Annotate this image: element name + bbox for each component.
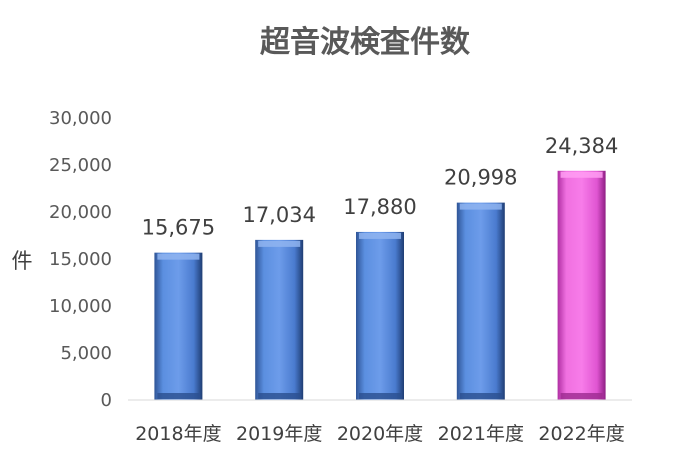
- bar-bevel-bottom: [359, 393, 401, 399]
- y-axis-ticks: 0 5,000 10,000 15,000 20,000 25,000 30,000: [49, 108, 112, 411]
- x-tick-label: 2021年度: [438, 423, 524, 445]
- bar-bevel-top: [560, 171, 603, 178]
- x-tick-label: 2018年度: [135, 423, 221, 445]
- bar-2019年度: [255, 239, 304, 400]
- data-label: 17,034: [242, 203, 315, 227]
- y-tick-label: 20,000: [49, 202, 112, 223]
- chart-title: 超音波検査件数: [260, 25, 471, 60]
- bar-2018年度: [154, 252, 203, 400]
- bars-group: [154, 170, 606, 400]
- y-tick-label: 25,000: [49, 155, 112, 176]
- x-tick-label: 2022年度: [538, 423, 624, 445]
- bar: [356, 231, 404, 400]
- data-label: 24,384: [545, 134, 618, 158]
- y-tick-label: 0: [101, 390, 112, 411]
- bar-bevel-top: [459, 203, 502, 210]
- y-tick-label: 15,000: [49, 249, 112, 270]
- data-label: 15,675: [142, 216, 215, 240]
- bar-bevel-top: [157, 253, 200, 260]
- bar-bevel-top: [258, 240, 301, 247]
- bar: [456, 202, 505, 400]
- bar: [154, 252, 203, 400]
- x-tick-label: 2020年度: [337, 423, 423, 445]
- data-label: 20,998: [444, 166, 517, 190]
- bar-bevel-bottom: [258, 393, 301, 399]
- x-axis-ticks: 2018年度 2019年度 2020年度 2021年度 2022年度: [135, 423, 625, 445]
- bar: [557, 170, 606, 400]
- bar: [255, 239, 304, 400]
- data-labels-group: 15,675 17,034 17,880 20,998 24,384: [142, 134, 619, 240]
- x-tick-label: 2019年度: [236, 423, 322, 445]
- y-tick-label: 30,000: [49, 108, 112, 129]
- bar-bevel-bottom: [459, 393, 502, 399]
- bar-2021年度: [456, 202, 505, 400]
- y-tick-label: 10,000: [49, 296, 112, 317]
- bar-2020年度: [356, 231, 404, 400]
- y-axis-label: 件: [12, 249, 33, 273]
- bar-2022年度: [557, 170, 606, 400]
- bar-bevel-bottom: [157, 393, 200, 399]
- y-tick-label: 5,000: [60, 343, 112, 364]
- data-label: 17,880: [343, 195, 416, 219]
- bar-bevel-bottom: [560, 393, 603, 399]
- bar-bevel-top: [359, 232, 401, 239]
